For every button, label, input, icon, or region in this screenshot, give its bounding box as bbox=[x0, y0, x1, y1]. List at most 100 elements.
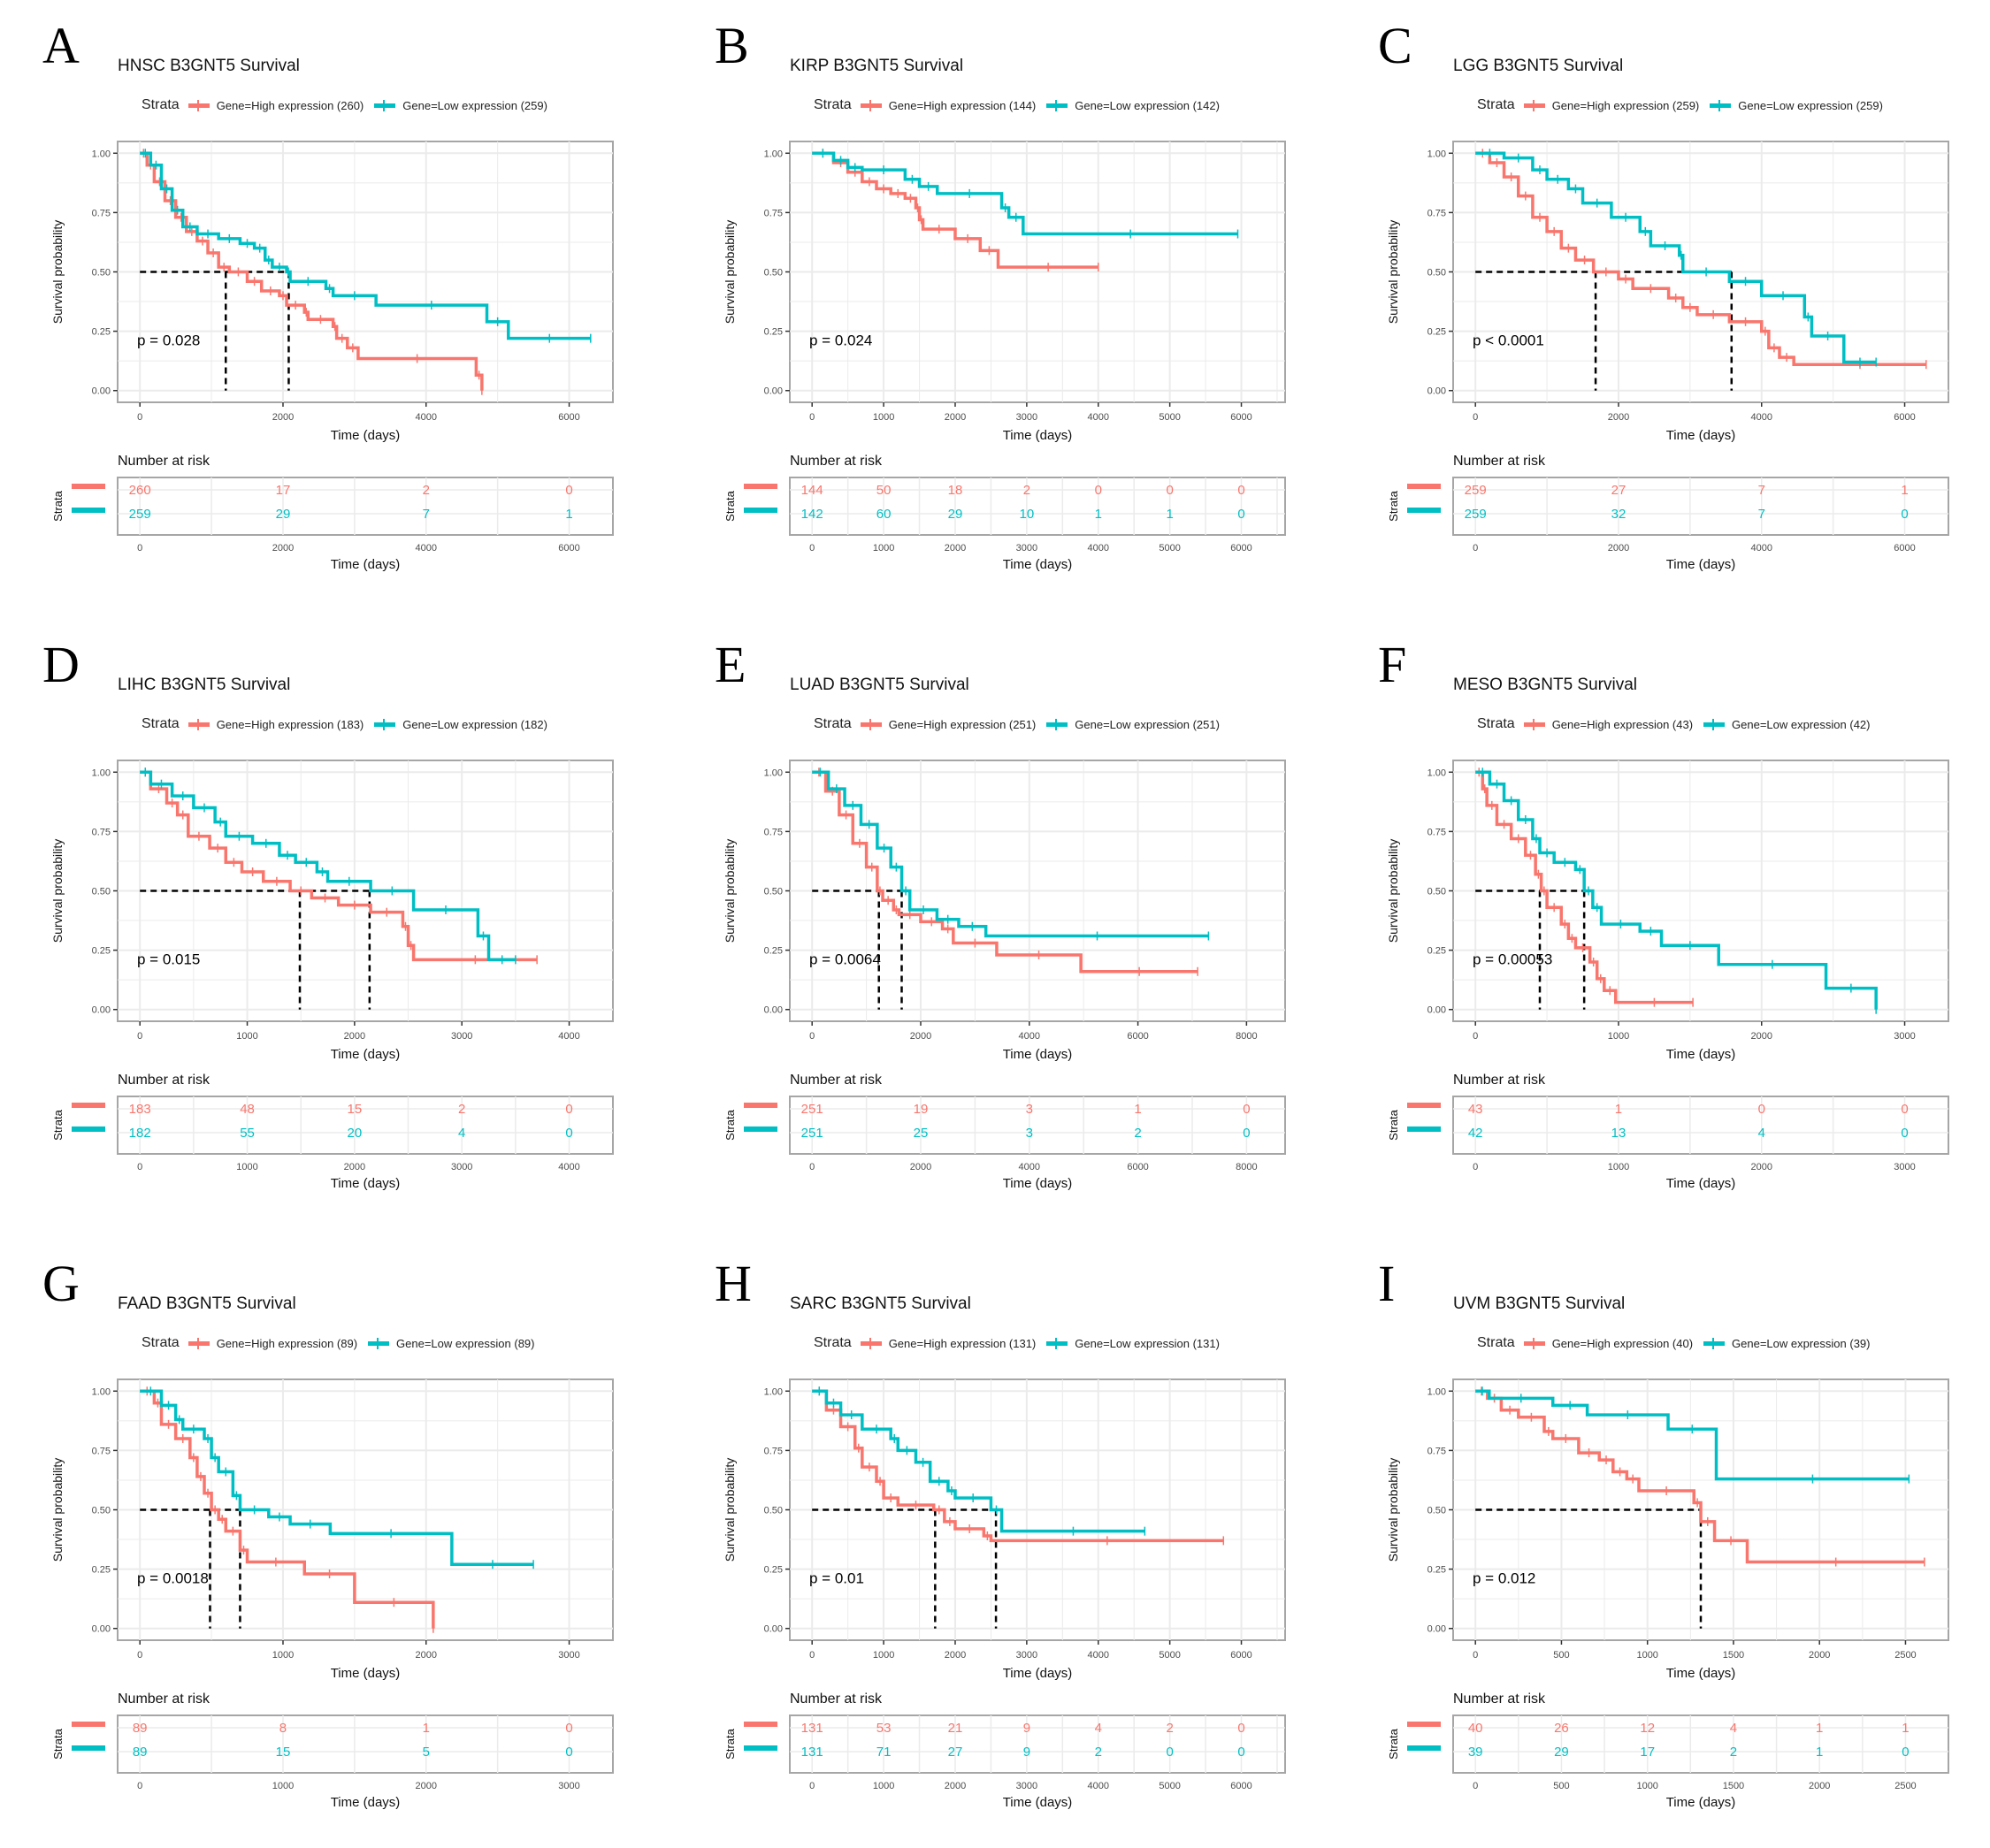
y-axis-label: Survival probability bbox=[723, 220, 737, 325]
y-tick-label: 0.00 bbox=[1427, 1624, 1446, 1635]
x-tick-label: 0 bbox=[809, 412, 815, 423]
y-tick-label: 1.00 bbox=[1427, 1386, 1446, 1397]
risk-table-title: Number at risk bbox=[790, 454, 883, 469]
risk-count-low: 89 bbox=[133, 1745, 148, 1760]
legend-item-low: Gene=Low expression (131) bbox=[1046, 1337, 1220, 1350]
y-tick-label: 0.50 bbox=[92, 1506, 111, 1516]
km-curve-high bbox=[140, 151, 484, 391]
risk-count-high: 27 bbox=[1611, 483, 1626, 498]
risk-x-tick-label: 5000 bbox=[1159, 1781, 1180, 1791]
risk-strata-swatch-high-icon bbox=[744, 1103, 777, 1108]
risk-count-low: 32 bbox=[1611, 507, 1626, 522]
risk-x-tick-label: 6000 bbox=[558, 543, 579, 554]
risk-count-high: 259 bbox=[1465, 483, 1487, 498]
legend-swatch-high-icon bbox=[1523, 1337, 1545, 1349]
x-tick-label: 4000 bbox=[1088, 1650, 1109, 1661]
risk-strata-swatch-low-icon bbox=[72, 1745, 105, 1751]
risk-x-tick-label: 0 bbox=[1473, 543, 1478, 554]
panel-title: MESO B3GNT5 Survival bbox=[1453, 676, 1637, 694]
legend-label-low: Gene=Low expression (142) bbox=[1075, 98, 1220, 112]
x-tick-label: 2000 bbox=[945, 412, 966, 423]
x-tick-label: 0 bbox=[137, 1031, 142, 1042]
legend-title: Strata bbox=[1477, 1335, 1515, 1350]
y-tick-label: 0.75 bbox=[764, 1446, 783, 1456]
risk-strata-swatch-low-icon bbox=[1407, 1126, 1441, 1132]
risk-x-tick-label: 1000 bbox=[873, 1781, 894, 1791]
legend-label-low: Gene=Low expression (259) bbox=[402, 98, 547, 112]
risk-x-axis-label: Time (days) bbox=[1003, 1176, 1073, 1191]
x-tick-label: 4000 bbox=[1751, 412, 1772, 423]
risk-count-low: 10 bbox=[1020, 507, 1035, 522]
risk-x-tick-label: 500 bbox=[1553, 1781, 1569, 1791]
risk-count-low: 0 bbox=[1902, 1745, 1909, 1760]
legend-label-low: Gene=Low expression (259) bbox=[1738, 98, 1883, 112]
legend-item-low: Gene=Low expression (251) bbox=[1046, 718, 1220, 731]
risk-count-low: 259 bbox=[1465, 507, 1487, 522]
risk-x-tick-label: 4000 bbox=[1751, 543, 1772, 554]
x-tick-label: 0 bbox=[137, 412, 142, 423]
legend-label-high: Gene=High expression (144) bbox=[888, 98, 1037, 112]
legend-item-low: Gene=Low expression (142) bbox=[1046, 99, 1220, 112]
risk-count-high: 19 bbox=[914, 1102, 929, 1117]
x-tick-label: 6000 bbox=[1894, 412, 1915, 423]
risk-table-title: Number at risk bbox=[790, 1691, 883, 1707]
x-axis-label: Time (days) bbox=[1003, 1666, 1073, 1681]
legend-swatch-low-icon bbox=[368, 1337, 390, 1349]
risk-count-high: 2 bbox=[423, 483, 430, 498]
risk-table-title: Number at risk bbox=[118, 1073, 210, 1088]
risk-x-tick-label: 4000 bbox=[1088, 543, 1109, 554]
x-tick-label: 4000 bbox=[416, 412, 437, 423]
risk-count-low: 0 bbox=[1901, 1126, 1908, 1141]
legend: Strata Gene=High expression (183) Gene=L… bbox=[142, 716, 558, 732]
km-curve-high bbox=[140, 770, 538, 962]
risk-count-low: 4 bbox=[458, 1126, 465, 1141]
risk-x-tick-label: 3000 bbox=[1016, 543, 1037, 554]
risk-count-low: 0 bbox=[565, 1745, 572, 1760]
risk-x-tick-label: 4000 bbox=[1088, 1781, 1109, 1791]
risk-x-tick-label: 5000 bbox=[1159, 543, 1180, 554]
legend-title: Strata bbox=[142, 97, 180, 112]
risk-count-high: 0 bbox=[1095, 483, 1102, 498]
p-value-label: p = 0.01 bbox=[809, 1570, 864, 1587]
legend-label-high: Gene=High expression (131) bbox=[888, 1336, 1037, 1350]
km-curve-low bbox=[812, 1389, 1145, 1533]
risk-count-high: 12 bbox=[1640, 1721, 1655, 1736]
risk-strata-swatch-low-icon bbox=[72, 1126, 105, 1132]
panel-letter: H bbox=[715, 1255, 752, 1312]
legend-swatch-high-icon bbox=[860, 718, 882, 730]
risk-count-low: 0 bbox=[1901, 507, 1908, 522]
risk-count-high: 1 bbox=[1816, 1721, 1823, 1736]
risk-x-tick-label: 0 bbox=[137, 543, 142, 554]
risk-y-label: Strata bbox=[1387, 1109, 1400, 1140]
y-tick-label: 1.00 bbox=[764, 767, 783, 778]
legend-swatch-high-icon bbox=[188, 99, 210, 111]
km-panel-c: C LGG B3GNT5 Survival Strata Gene=High e… bbox=[1336, 0, 1990, 610]
y-tick-label: 0.25 bbox=[1427, 946, 1446, 957]
x-tick-label: 2000 bbox=[1608, 412, 1629, 423]
legend-item-high: Gene=High expression (259) bbox=[1523, 99, 1699, 112]
risk-x-tick-label: 2000 bbox=[1751, 1162, 1772, 1172]
risk-table-title: Number at risk bbox=[118, 454, 210, 469]
risk-count-low: 1 bbox=[1166, 507, 1173, 522]
risk-count-high: 0 bbox=[1243, 1102, 1250, 1117]
risk-count-low: 2 bbox=[1134, 1126, 1141, 1141]
legend-label-high: Gene=High expression (40) bbox=[1551, 1336, 1694, 1350]
y-axis-label: Survival probability bbox=[50, 220, 65, 325]
risk-count-low: 5 bbox=[423, 1745, 430, 1760]
x-tick-label: 8000 bbox=[1236, 1031, 1257, 1042]
y-tick-label: 0.25 bbox=[764, 946, 783, 957]
y-tick-label: 0.00 bbox=[92, 386, 111, 397]
risk-count-high: 2 bbox=[1023, 483, 1030, 498]
risk-table-panel bbox=[117, 1096, 614, 1155]
x-tick-label: 1000 bbox=[873, 412, 894, 423]
legend-item-low: Gene=Low expression (42) bbox=[1703, 718, 1870, 731]
risk-strata-swatch-high-icon bbox=[72, 1103, 105, 1108]
risk-count-high: 50 bbox=[876, 483, 892, 498]
risk-strata-swatch-high-icon bbox=[1407, 484, 1441, 489]
risk-count-high: 0 bbox=[1237, 1721, 1244, 1736]
risk-table-title: Number at risk bbox=[790, 1073, 883, 1088]
km-curve-low bbox=[812, 151, 1238, 236]
risk-x-tick-label: 0 bbox=[137, 1781, 142, 1791]
risk-count-high: 0 bbox=[1758, 1102, 1765, 1117]
panel-title: LIHC B3GNT5 Survival bbox=[118, 676, 291, 694]
